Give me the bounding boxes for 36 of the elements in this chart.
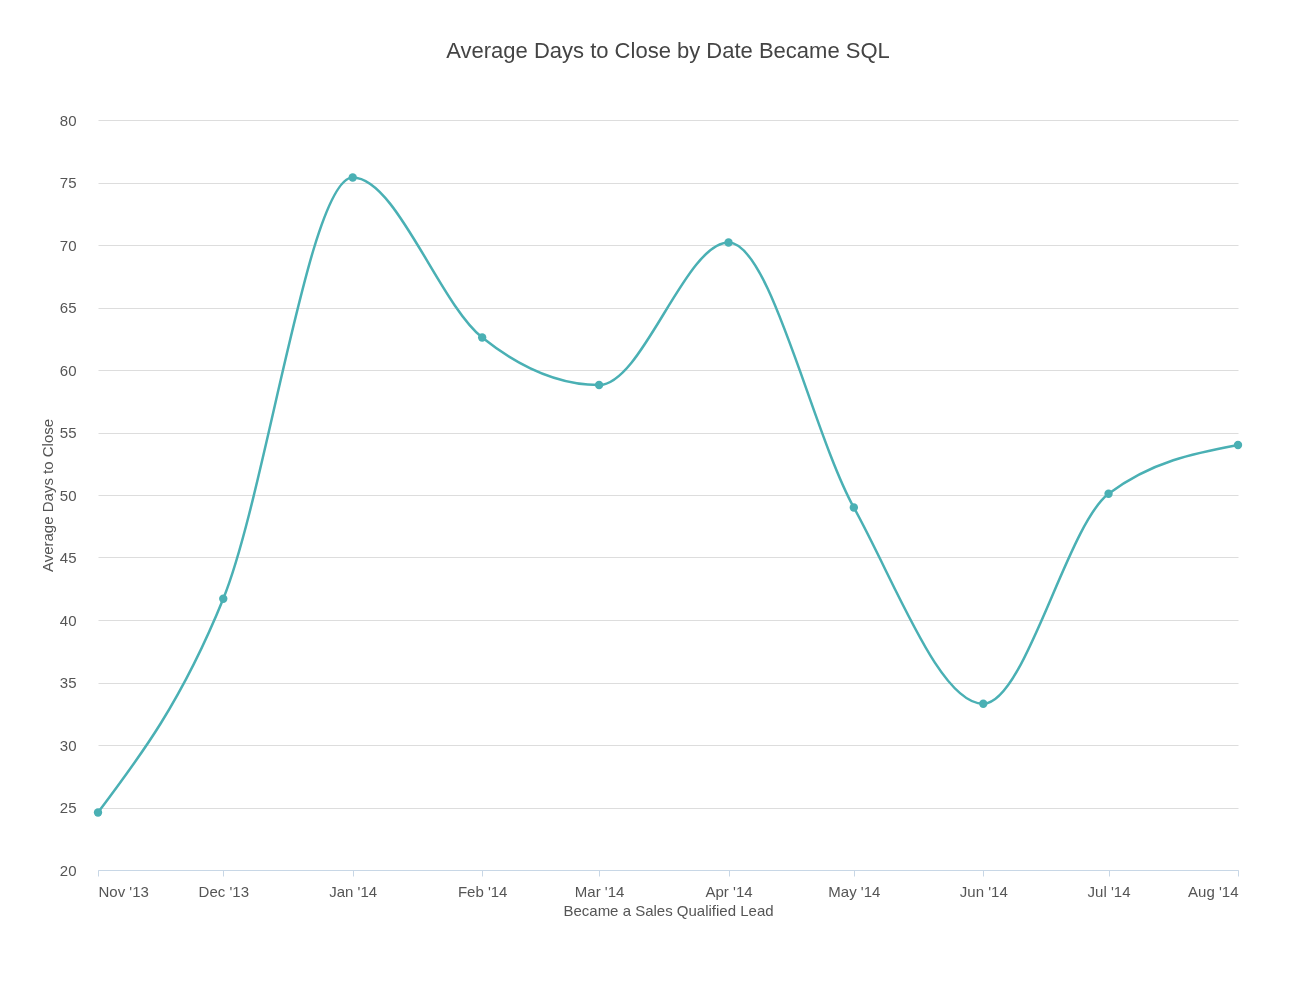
y-tick-label: 25 (59, 799, 77, 816)
y-tick-label: 35 (59, 674, 77, 691)
y-tick-label: 30 (59, 736, 77, 754)
x-tick-label: Dec '13 (198, 882, 249, 900)
x-tick-label: Nov '13 (98, 882, 149, 900)
point (849, 503, 859, 512)
x-tick-label: Apr '14 (705, 882, 753, 900)
y-tick-label: 70 (59, 236, 77, 254)
x-tick-label: Feb '14 (457, 882, 508, 900)
point (477, 333, 487, 342)
y-tick-label: 60 (59, 361, 77, 379)
point (348, 173, 357, 182)
y-tick-label: 45 (59, 549, 77, 566)
x-tick-label: Jul '14 (1087, 882, 1131, 900)
x-tick-label: Jun '14 (959, 882, 1008, 900)
x-tick-label: Aug '14 (1188, 882, 1239, 900)
point (93, 808, 103, 817)
chart-title: Average Days to Close by Date Became SQL (446, 38, 890, 63)
x-axis-title: Became a Sales Qualified Lead (563, 901, 774, 919)
point (1233, 440, 1243, 450)
point (979, 699, 988, 708)
point (724, 238, 733, 247)
y-tick-label: 50 (59, 486, 77, 504)
point (594, 380, 604, 390)
x-tick-label: May '14 (828, 882, 881, 900)
y-tick-label: 80 (59, 111, 77, 129)
y-axis-title: Average Days to Close (38, 418, 56, 573)
y-tick-label: 40 (59, 611, 77, 629)
point (219, 594, 228, 603)
point (1104, 489, 1113, 498)
y-tick-label: 20 (59, 861, 77, 879)
x-tick-label: Jan '14 (329, 882, 378, 900)
y-tick-label: 55 (59, 424, 77, 441)
y-tick-label: 75 (59, 174, 77, 191)
x-tick-label: Mar '14 (574, 882, 625, 900)
y-tick-label: 65 (59, 299, 77, 316)
